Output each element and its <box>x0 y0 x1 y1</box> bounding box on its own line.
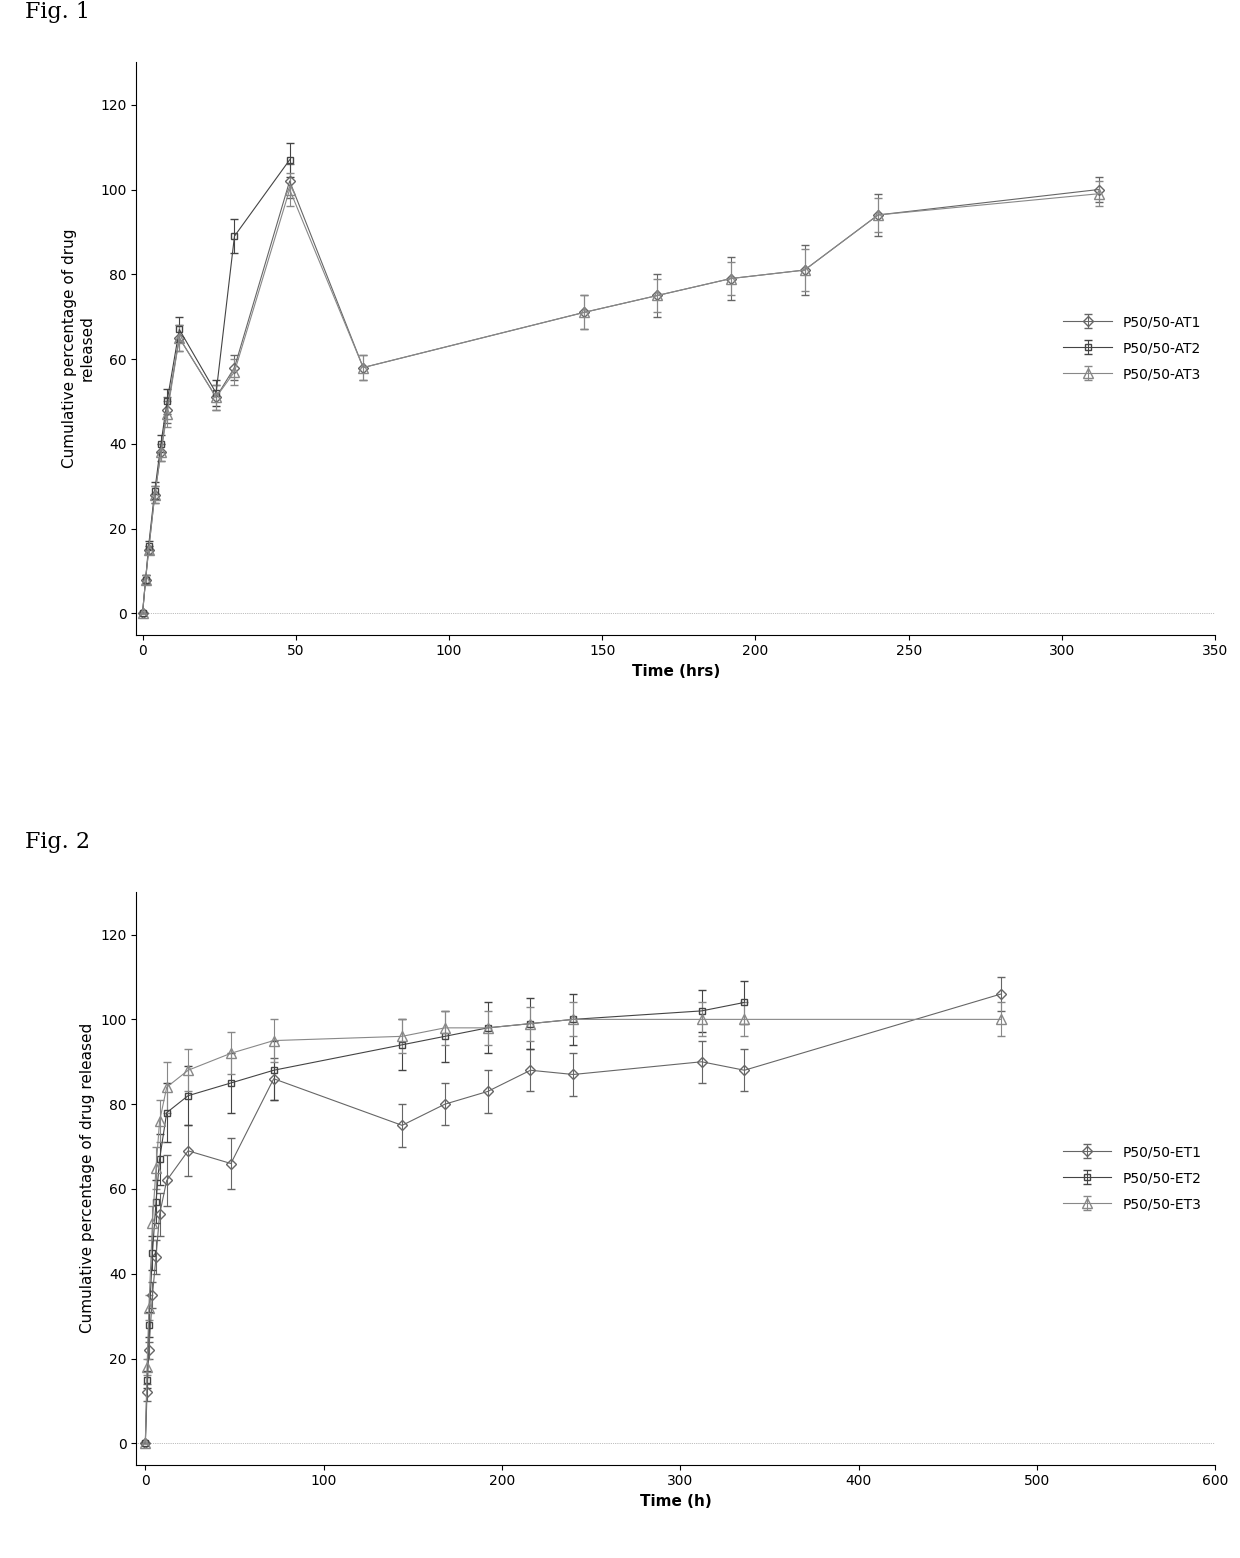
Legend: P50/50-ET1, P50/50-ET2, P50/50-ET3: P50/50-ET1, P50/50-ET2, P50/50-ET3 <box>1055 1137 1208 1218</box>
Text: Fig. 2: Fig. 2 <box>25 832 89 854</box>
Text: Fig. 1: Fig. 1 <box>25 2 89 23</box>
Legend: P50/50-AT1, P50/50-AT2, P50/50-AT3: P50/50-AT1, P50/50-AT2, P50/50-AT3 <box>1056 308 1208 390</box>
X-axis label: Time (hrs): Time (hrs) <box>631 664 720 679</box>
Y-axis label: Cumulative percentage of drug released: Cumulative percentage of drug released <box>79 1024 94 1334</box>
Y-axis label: Cumulative percentage of drug
released: Cumulative percentage of drug released <box>62 229 94 469</box>
X-axis label: Time (h): Time (h) <box>640 1494 712 1508</box>
